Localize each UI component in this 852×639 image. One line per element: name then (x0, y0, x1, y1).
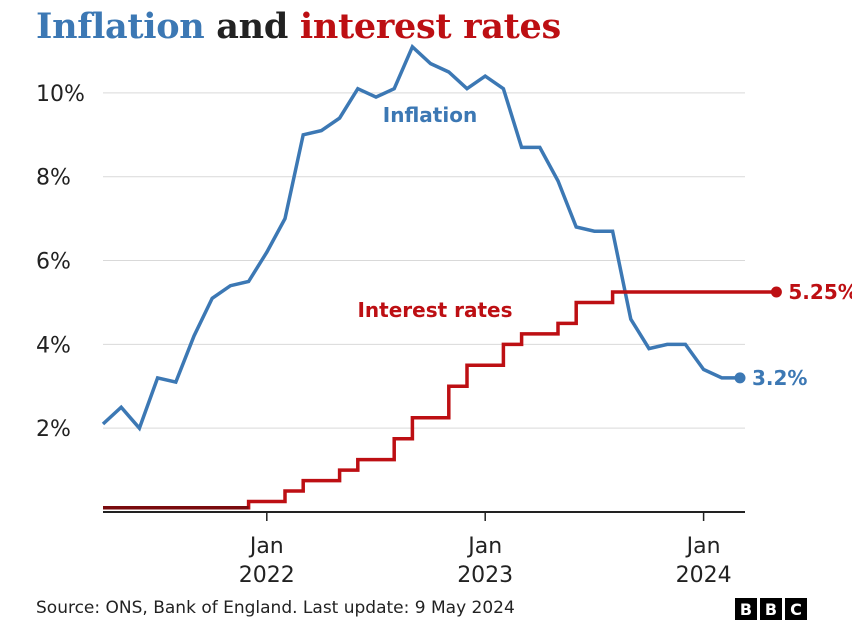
series-label-inflation: Inflation (383, 103, 477, 127)
end-point-interest-rates (770, 286, 782, 298)
y-tick-label: 10% (36, 82, 85, 107)
bbc-logo-letter: C (785, 598, 807, 620)
source-note: Source: ONS, Bank of England. Last updat… (36, 598, 515, 618)
x-tick-label: 2022 (239, 563, 295, 588)
x-tick-label: Jan (466, 534, 502, 559)
bbc-logo-letter: B (760, 598, 782, 620)
end-point-inflation (734, 372, 746, 384)
series-line-inflation (101, 43, 740, 432)
x-tick-label: 2023 (457, 563, 513, 588)
bbc-logo-letter: B (735, 598, 757, 620)
chart-title: Inflation and interest rates (36, 6, 561, 47)
title-interest-rates: interest rates (299, 6, 561, 47)
x-axis: Jan 2022 Jan 2023 Jan 2024 (103, 511, 745, 588)
series-label-interest-rates: Interest rates (357, 298, 512, 322)
grid-layer (103, 92, 745, 429)
y-tick-label: 4% (36, 333, 71, 358)
x-tick-label: Jan (685, 534, 721, 559)
title-inflation: Inflation (36, 6, 205, 47)
y-tick-label: 8% (36, 166, 71, 191)
end-labels: 3.2% 5.25% (734, 280, 852, 390)
y-tick-label: 6% (36, 250, 71, 275)
series-layer (101, 43, 777, 510)
bbc-logo: B B C (735, 598, 807, 620)
x-tick-label: Jan (248, 534, 284, 559)
end-label-inflation: 3.2% (752, 366, 807, 390)
end-label-interest-rates: 5.25% (788, 280, 852, 304)
series-line-interest-rates (103, 290, 777, 510)
y-tick-label: 2% (36, 417, 71, 442)
y-axis: 2% 4% 6% 8% 10% (36, 82, 85, 442)
x-tick-label: 2024 (676, 563, 732, 588)
title-and: and (216, 6, 288, 47)
